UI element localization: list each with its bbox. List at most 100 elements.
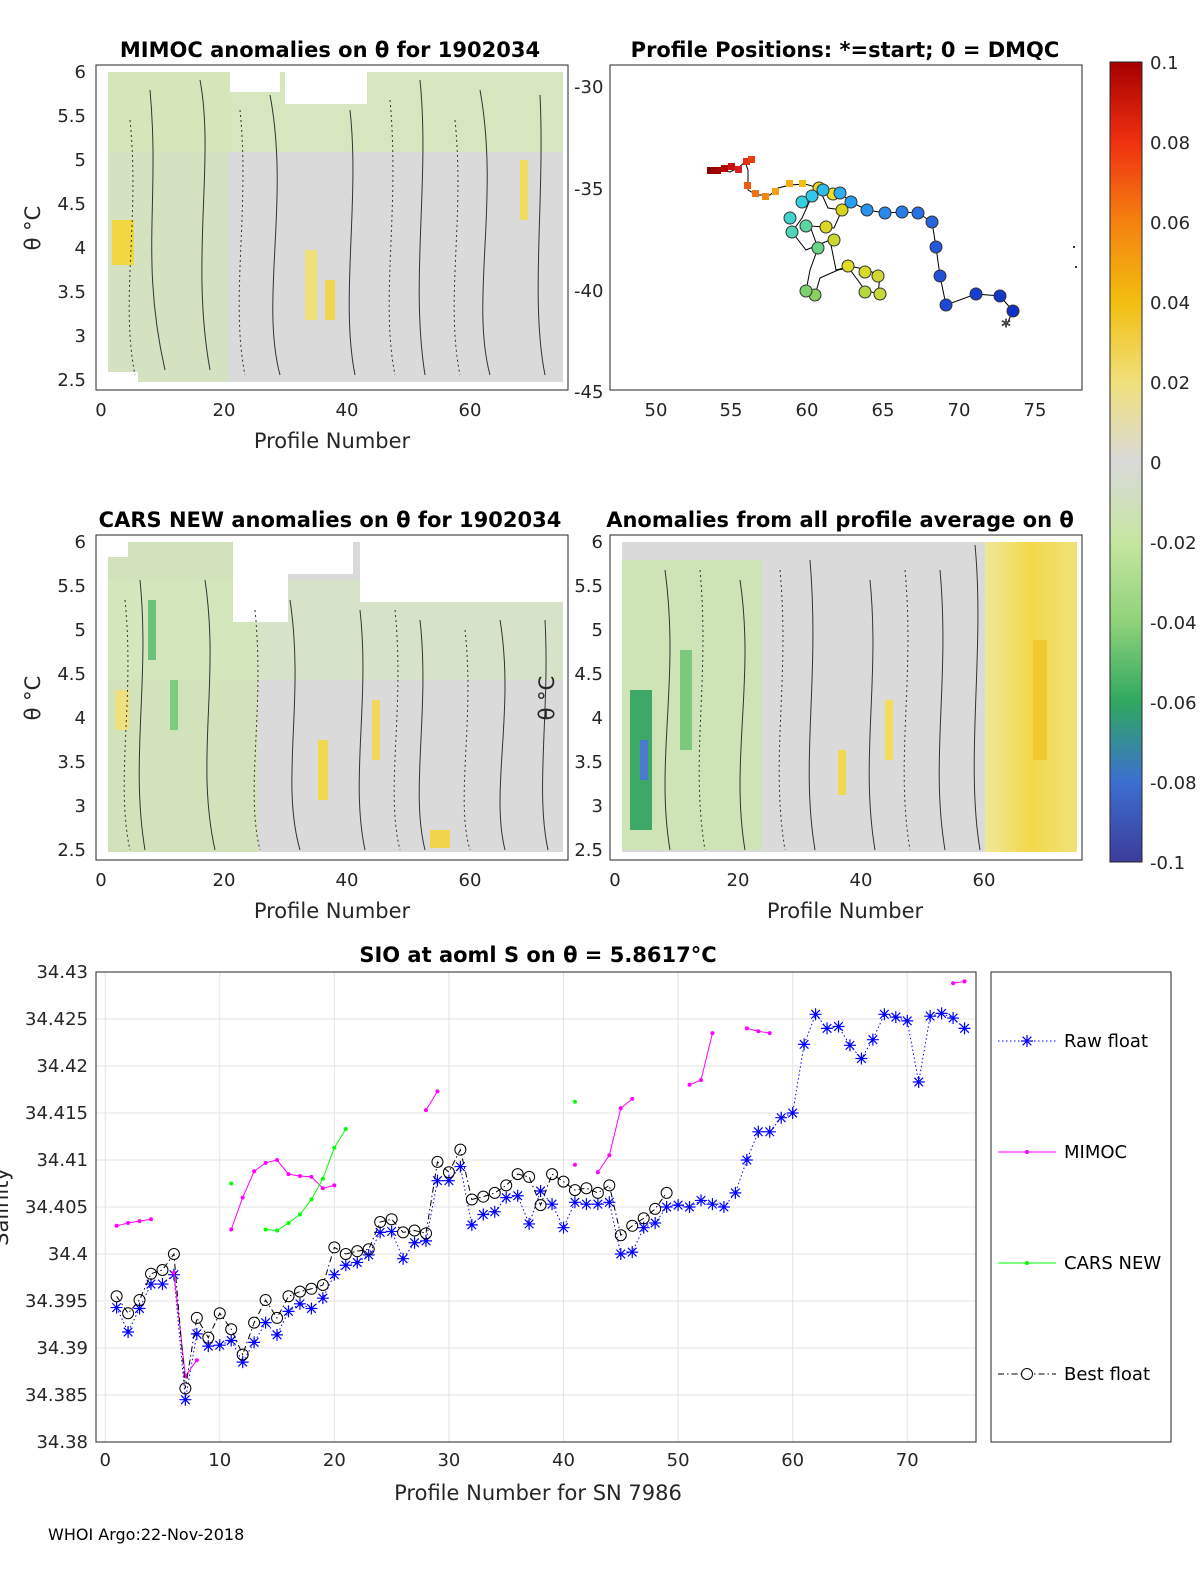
- xtick: 20: [727, 870, 750, 891]
- cars-new-point: [343, 1126, 348, 1131]
- best-float-point: [649, 1202, 662, 1215]
- y-tick-label: 34.43: [36, 962, 88, 983]
- raw-float-point: [431, 1174, 444, 1187]
- ytick: 6: [75, 62, 86, 83]
- raw-float-point: [866, 1033, 879, 1046]
- mimoc-point: [744, 1026, 749, 1031]
- mimoc-point: [756, 1029, 761, 1034]
- raw-float-point: [339, 1259, 352, 1272]
- mimoc-point: [275, 1158, 280, 1162]
- best-float-point: [637, 1212, 650, 1225]
- mimoc-warm-streak: [325, 280, 335, 320]
- raw-float-point: [568, 1196, 581, 1209]
- raw-float-point: [454, 1160, 467, 1173]
- best-float-point: [190, 1311, 203, 1324]
- cb-tick: -0.08: [1150, 773, 1197, 794]
- positions-xticks: 50 55 60 65 70 75: [645, 400, 1047, 421]
- raw-float-point: [305, 1302, 318, 1315]
- best-float-point: [374, 1216, 387, 1229]
- cb-tick: 0: [1150, 453, 1161, 474]
- raw-float-point: [672, 1199, 685, 1212]
- mimoc-panel: MIMOC anomalies on θ for 1902034 6 5.5 5…: [21, 38, 569, 453]
- mimoc-point: [149, 1217, 153, 1222]
- best-float-point: [339, 1248, 352, 1260]
- mimoc-ylabel: θ °C: [21, 206, 45, 251]
- mimoc-point: [126, 1220, 131, 1225]
- x-tick-label: 50: [667, 1450, 690, 1471]
- cb-tick: -0.02: [1150, 533, 1197, 554]
- cars-yticks: 6 5.5 5 4.5 4 3.5 3 2.5: [57, 532, 86, 861]
- xtick: 60: [973, 870, 996, 891]
- mimoc-point: [194, 1358, 199, 1363]
- raw-float-point: [397, 1252, 410, 1265]
- avg-warm-core: [1033, 640, 1047, 760]
- best-float-point: [110, 1290, 123, 1303]
- raw-float-point: [133, 1302, 146, 1315]
- chart-series: [110, 979, 971, 1406]
- mimoc-xlabel: Profile Number: [254, 429, 411, 453]
- x-tick-label: 10: [208, 1450, 231, 1471]
- raw-float-point: [156, 1278, 169, 1291]
- ytick: 3.5: [574, 752, 603, 773]
- cars-xlabel: Profile Number: [254, 899, 411, 923]
- raw-float-point: [282, 1305, 295, 1318]
- cars-axes: [95, 534, 569, 861]
- raw-float-point: [855, 1052, 868, 1065]
- mimoc-point: [962, 979, 967, 984]
- ytick: -45: [574, 382, 603, 403]
- avg-title: Anomalies from all profile average on θ: [606, 508, 1074, 532]
- ytick: 2.5: [57, 840, 86, 861]
- x-tick-label: 0: [99, 1450, 110, 1471]
- avg-warm-band: [985, 542, 1077, 852]
- best-float-point: [500, 1179, 513, 1192]
- y-tick-label: 34.41: [36, 1150, 88, 1171]
- best-float-point: [546, 1168, 559, 1181]
- raw-float-point: [1021, 1035, 1033, 1047]
- mimoc-point: [240, 1195, 245, 1200]
- mimoc-point: [435, 1089, 440, 1094]
- raw-float-point: [958, 1022, 971, 1035]
- avg-anomaly-field: [622, 542, 1077, 852]
- cars-title: CARS NEW anomalies on θ for 1902034: [99, 508, 562, 532]
- best-float-point: [603, 1179, 616, 1192]
- chart-xticks: 0 10 20 30 40 50 60 70: [99, 1450, 918, 1471]
- xtick: 20: [213, 870, 236, 891]
- xtick: 55: [720, 400, 743, 421]
- xtick: 70: [948, 400, 971, 421]
- y-tick-label: 34.38: [36, 1432, 88, 1453]
- best-float-point: [282, 1290, 295, 1303]
- mimoc-yticks: 6 5.5 5 4.5 4 3.5 3 2.5: [57, 62, 86, 391]
- mimoc-anomaly-field: [108, 72, 563, 382]
- xtick: 65: [872, 400, 895, 421]
- legend-label: Raw float: [1064, 1031, 1148, 1052]
- best-float-point: [408, 1224, 421, 1237]
- raw-float-point: [465, 1218, 478, 1231]
- legend-box: [990, 971, 1172, 1443]
- y-tick-label: 34.39: [36, 1338, 88, 1359]
- colorbar-scale: [1109, 61, 1143, 863]
- legend-label: MIMOC: [1064, 1142, 1127, 1163]
- mimoc-point: [607, 1153, 612, 1158]
- raw-float-point: [500, 1191, 513, 1204]
- best-float-point: [591, 1186, 604, 1199]
- ytick: 4: [592, 708, 603, 729]
- mimoc-warm-streak: [305, 250, 317, 320]
- raw-float-point: [225, 1334, 238, 1347]
- cars-new-point: [320, 1176, 325, 1181]
- chart-axes: [95, 971, 977, 1443]
- raw-float-point: [488, 1205, 501, 1218]
- raw-float-point: [786, 1107, 799, 1119]
- cb-tick: 0.06: [1150, 213, 1190, 234]
- cars-xticks: 0 20 40 60: [95, 870, 481, 891]
- raw-float-point: [328, 1268, 341, 1281]
- salinity-chart: SIO at aoml S on θ = 5.8617°C 0 10 20 30 40 5…: [0, 943, 1172, 1505]
- raw-float-point: [122, 1326, 135, 1339]
- raw-float-point: [878, 1008, 891, 1021]
- mimoc-warm-streak: [520, 160, 528, 220]
- best-float-point: [580, 1182, 593, 1195]
- cars-new-point: [263, 1227, 268, 1232]
- x-tick-label: 20: [323, 1450, 346, 1471]
- xtick: 40: [850, 870, 873, 891]
- xtick: 40: [336, 870, 359, 891]
- best-float-point: [454, 1143, 467, 1156]
